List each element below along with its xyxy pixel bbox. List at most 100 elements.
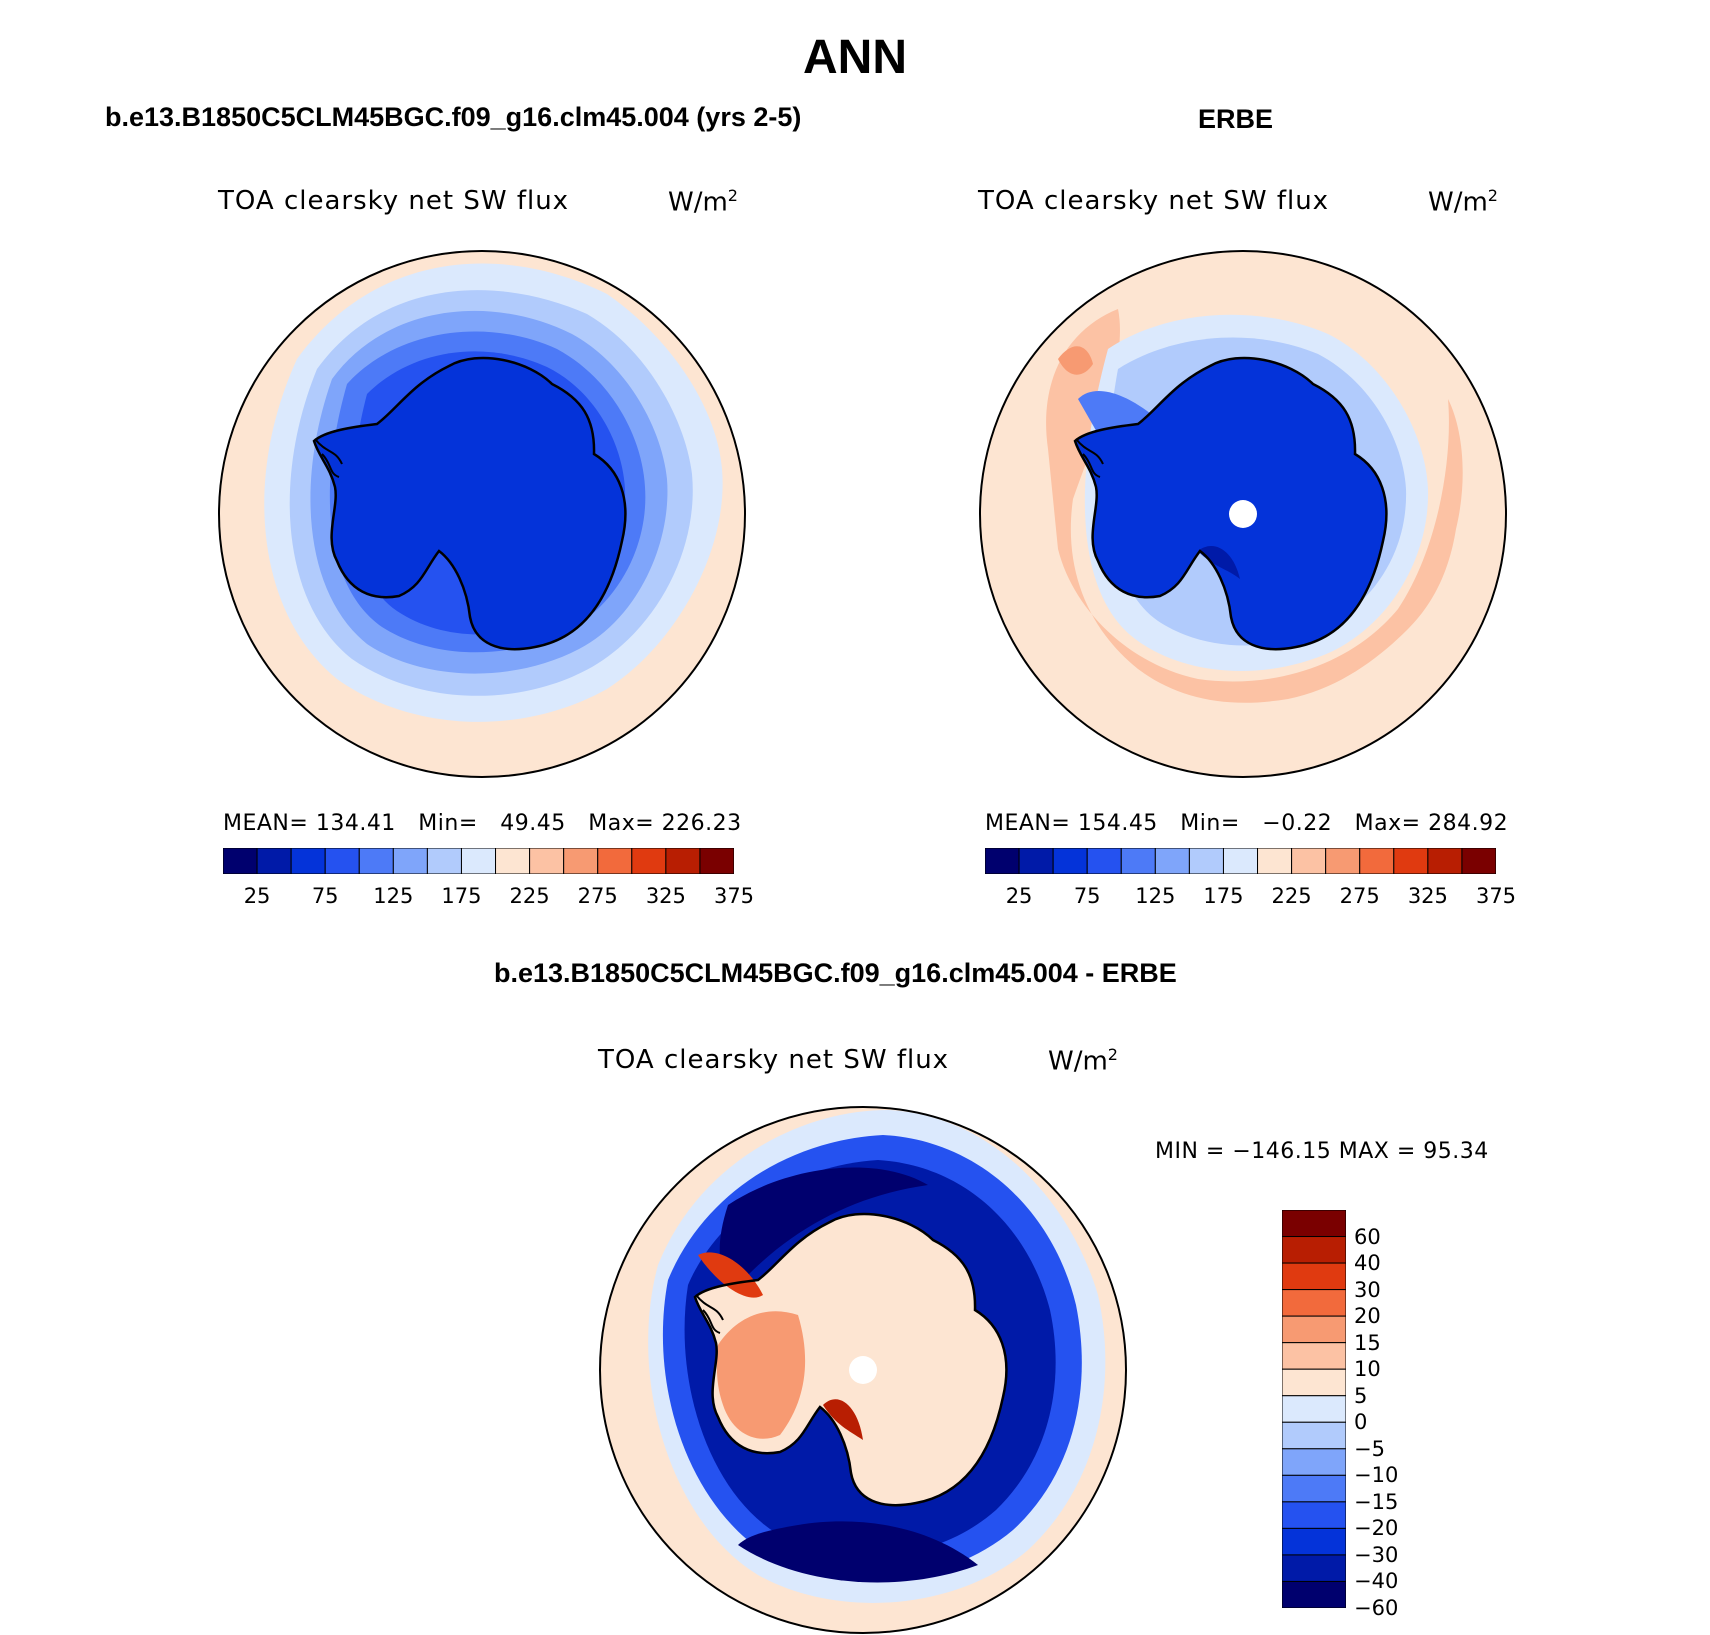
colorbar-swatch: [1282, 1342, 1346, 1370]
colorbar-swatch: [1222, 848, 1259, 874]
colorbar-swatch: [223, 848, 258, 874]
colorbar-tick-label: 5: [1354, 1383, 1368, 1408]
colorbar-tick-label: 275: [1339, 884, 1380, 908]
colorbar-tick-label: 225: [1271, 884, 1312, 908]
colorbar-swatch: [324, 848, 360, 874]
colorbar-tick-label: 275: [577, 884, 618, 908]
colorbar-tick-label: −20: [1354, 1516, 1399, 1541]
colorbar-tick-label: 175: [441, 884, 482, 908]
panel3-map: [599, 1106, 1127, 1634]
colorbar-swatch: [1120, 848, 1156, 874]
colorbar-swatch: [290, 848, 326, 874]
panel2-boundary: [979, 250, 1507, 778]
colorbar-swatch: [1282, 1527, 1346, 1556]
panel3-contour-40-ross: [823, 1399, 863, 1440]
colorbar-swatch: [699, 848, 734, 874]
colorbar-swatch: [1282, 1262, 1346, 1291]
panel1-boundary: [218, 250, 746, 778]
panel3-title: b.e13.B1850C5CLM45BGC.f09_g16.clm45.004 …: [494, 958, 1177, 988]
colorbar-swatch: [1282, 1580, 1346, 1608]
colorbar-swatch: [1461, 848, 1496, 874]
panel1-colorbar: 25 75 125 175 225 275 325 375: [223, 848, 754, 908]
colorbar-swatch: [1086, 848, 1122, 874]
panel2-map: [979, 250, 1507, 778]
panel3-contour-15-west: [716, 1311, 806, 1439]
colorbar-tick-label: 125: [1135, 884, 1176, 908]
panel2-variable: TOA clearsky net SW flux: [978, 186, 1330, 216]
colorbar-swatch: [1282, 1210, 1346, 1238]
colorbar-tick-label: 60: [1354, 1224, 1381, 1249]
colorbar-tick-label: 25: [243, 884, 271, 908]
colorbar-swatch: [1427, 848, 1463, 874]
colorbar-swatch: [1282, 1368, 1346, 1397]
panel3-contour-30-peninsula: [698, 1252, 763, 1298]
colorbar-tick-label: 0: [1354, 1410, 1368, 1435]
colorbar-swatch: [1282, 1395, 1346, 1423]
colorbar-tick-label: −40: [1354, 1569, 1399, 1594]
panel2-ring-250: [1046, 309, 1463, 703]
colorbar-swatch: [426, 848, 462, 874]
colorbar-swatch: [1291, 848, 1327, 874]
colorbar-tick-label: 15: [1354, 1330, 1381, 1355]
panel3-units: W/m2: [1048, 1045, 1118, 1077]
colorbar-tick-label: 10: [1354, 1357, 1381, 1382]
colorbar-swatch: [1282, 1289, 1346, 1317]
colorbar-swatch: [1325, 848, 1361, 874]
colorbar-tick-label: 375: [1475, 884, 1517, 908]
colorbar-tick-label: 125: [373, 884, 414, 908]
panel3-missing-pole: [849, 1356, 877, 1384]
panel3-contour-neg60-north: [719, 1167, 928, 1282]
panel1-variable: TOA clearsky net SW flux: [218, 186, 570, 216]
colorbar-tick-label: 30: [1354, 1277, 1381, 1302]
colorbar-swatch: [1018, 848, 1054, 874]
colorbar-swatch: [358, 848, 394, 874]
panel3-variable: TOA clearsky net SW flux: [598, 1045, 950, 1075]
panel1-stats: MEAN= 134.41 Min= 49.45 Max= 226.23: [223, 811, 742, 836]
colorbar-swatch: [985, 848, 1020, 874]
panel3-contour-neg60-south: [738, 1521, 978, 1583]
panel2-stats: MEAN= 154.45 Min= −0.22 Max= 284.92: [985, 811, 1509, 836]
panel1-title: b.e13.B1850C5CLM45BGC.f09_g16.clm45.004 …: [105, 102, 802, 132]
colorbar-swatch: [1052, 848, 1088, 874]
colorbar-swatch: [1282, 1474, 1346, 1503]
colorbar-tick-label: 75: [1073, 884, 1101, 908]
colorbar-tick-label: 375: [713, 884, 755, 908]
colorbar-tick-label: 25: [1005, 884, 1033, 908]
colorbar-swatch: [1393, 848, 1429, 874]
colorbar-swatch: [665, 848, 701, 874]
panel2-units: W/m2: [1428, 186, 1498, 218]
panel1-map: [218, 250, 746, 778]
colorbar-swatch: [1188, 848, 1224, 874]
colorbar-swatch: [1282, 1421, 1346, 1450]
colorbar-tick-label: 175: [1203, 884, 1244, 908]
panel2-missing-pole: [1229, 500, 1257, 528]
colorbar-swatch: [256, 848, 292, 874]
figure-title: ANN: [803, 31, 907, 84]
panel2-title: ERBE: [1198, 104, 1274, 134]
colorbar-tick-label: −5: [1354, 1436, 1385, 1461]
colorbar-tick-label: 325: [645, 884, 686, 908]
colorbar-tick-label: −30: [1354, 1542, 1399, 1567]
colorbar-swatch: [597, 848, 633, 874]
colorbar-tick-label: 225: [509, 884, 550, 908]
colorbar-swatch: [1282, 1236, 1346, 1264]
colorbar-swatch: [392, 848, 428, 874]
panel3-minmax: MIN = −146.15 MAX = 95.34: [1155, 1139, 1489, 1164]
colorbar-swatch: [1282, 1554, 1346, 1582]
panel3-colorbar: 60 40 30 20 15 10 5 0 −5 −10 −15 −20 −30 −40 −60: [1282, 1210, 1398, 1620]
colorbar-tick-label: 325: [1407, 884, 1448, 908]
colorbar-swatch: [495, 848, 531, 874]
colorbar-tick-label: −60: [1354, 1596, 1399, 1620]
colorbar-tick-label: −15: [1354, 1489, 1399, 1514]
colorbar-tick-label: −10: [1354, 1463, 1399, 1488]
colorbar-swatch: [1282, 1315, 1346, 1344]
colorbar-swatch: [1257, 848, 1293, 874]
colorbar-swatch: [1359, 848, 1395, 874]
colorbar-tick-label: 75: [311, 884, 339, 908]
colorbar-swatch: [529, 848, 565, 874]
colorbar-swatch: [460, 848, 497, 874]
colorbar-swatch: [631, 848, 667, 874]
colorbar-swatch: [563, 848, 599, 874]
colorbar-tick-label: 40: [1354, 1251, 1381, 1276]
colorbar-swatch: [1282, 1501, 1346, 1529]
